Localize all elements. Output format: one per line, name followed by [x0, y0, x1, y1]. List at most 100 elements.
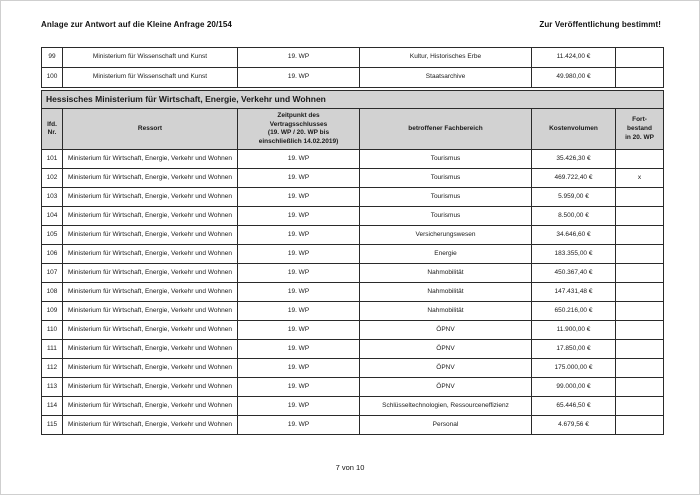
- col-header-fortbestand: Fort- bestand in 20. WP: [614, 108, 665, 151]
- cell-zeitpunkt: 19. WP: [237, 168, 360, 189]
- table-row: 112 Ministerium für Wirtschaft, Energie, …: [41, 358, 665, 379]
- cell-fachbereich: Energie: [359, 244, 532, 265]
- cell-nr: 106: [41, 244, 63, 265]
- col-header-kostenvolumen: Kostenvolumen: [531, 108, 616, 151]
- cell-ressort: Ministerium für Wirtschaft, Energie, Ver…: [62, 187, 238, 208]
- cell-nr: 112: [41, 358, 63, 379]
- cell-nr: 110: [41, 320, 63, 341]
- cell-zeitpunkt: 19. WP: [237, 320, 360, 341]
- cell-fortbestand: [614, 206, 665, 227]
- cell-zeitpunkt: 19. WP: [237, 415, 360, 436]
- page-header-right: Zur Veröffentlichung bestimmt!: [539, 20, 661, 29]
- cell-zeitpunkt: 19. WP: [237, 396, 360, 417]
- cell-kosten: 175.000,00 €: [531, 358, 616, 379]
- cell-fortbestand: [614, 415, 665, 436]
- table-row: 113 Ministerium für Wirtschaft, Energie, …: [41, 377, 665, 398]
- cell-fortbestand: [614, 225, 665, 246]
- table-row: 100 Ministerium für Wissenschaft und Kuns…: [41, 67, 664, 88]
- cell-zeitpunkt: 19. WP: [237, 187, 360, 208]
- table-row: 115 Ministerium für Wirtschaft, Energie, …: [41, 415, 665, 436]
- cell-fortbestand: [614, 187, 665, 208]
- column-header-row: lfd. Nr. Ressort Zeitpunkt des Vertragss…: [41, 108, 665, 151]
- cell-fachbereich: Tourismus: [359, 168, 532, 189]
- cell-nr: 111: [41, 339, 63, 360]
- table-row: 104 Ministerium für Wirtschaft, Energie, …: [41, 206, 665, 227]
- cell-nr: 100: [41, 67, 63, 88]
- cell-nr: 102: [41, 168, 63, 189]
- contracts-table-top: 99 Ministerium für Wissenschaft und Kunst…: [41, 47, 664, 88]
- table-row: 109 Ministerium für Wirtschaft, Energie, …: [41, 301, 665, 322]
- cell-ressort: Ministerium für Wirtschaft, Energie, Ver…: [62, 244, 238, 265]
- cell-zeitpunkt: 19. WP: [237, 206, 360, 227]
- cell-nr: 107: [41, 263, 63, 284]
- cell-ressort: Ministerium für Wirtschaft, Energie, Ver…: [62, 206, 238, 227]
- cell-fortbestand: [614, 377, 665, 398]
- cell-ressort: Ministerium für Wirtschaft, Energie, Ver…: [62, 168, 238, 189]
- table-row: 108 Ministerium für Wirtschaft, Energie, …: [41, 282, 665, 303]
- cell-nr: 114: [41, 396, 63, 417]
- cell-ressort: Ministerium für Wirtschaft, Energie, Ver…: [62, 263, 238, 284]
- cell-fachbereich: Personal: [359, 415, 532, 436]
- table-row: 110 Ministerium für Wirtschaft, Energie, …: [41, 320, 665, 341]
- cell-kosten: 8.500,00 €: [531, 206, 616, 227]
- cell-kosten: 65.446,50 €: [531, 396, 616, 417]
- cell-ressort: Ministerium für Wirtschaft, Energie, Ver…: [62, 225, 238, 246]
- cell-kosten: 183.355,00 €: [531, 244, 616, 265]
- cell-ressort: Ministerium für Wirtschaft, Energie, Ver…: [62, 415, 238, 436]
- cell-nr: 109: [41, 301, 63, 322]
- cell-fortbestand: [614, 358, 665, 379]
- contracts-table-main: Hessisches Ministerium für Wirtschaft, E…: [40, 89, 665, 436]
- cell-zeitpunkt: 19. WP: [237, 149, 360, 170]
- cell-nr: 103: [41, 187, 63, 208]
- cell-nr: 99: [41, 47, 63, 68]
- col-header-ressort: Ressort: [62, 108, 238, 151]
- cell-fachbereich: Tourismus: [359, 187, 532, 208]
- cell-fachbereich: Versicherungswesen: [359, 225, 532, 246]
- cell-fortbestand: [615, 67, 664, 88]
- cell-fortbestand: [614, 263, 665, 284]
- table-body-top: 99 Ministerium für Wissenschaft und Kunst…: [41, 47, 664, 88]
- cell-zeitpunkt: 19. WP: [237, 377, 360, 398]
- cell-fachbereich: ÖPNV: [359, 320, 532, 341]
- col-header-nr: lfd. Nr.: [41, 108, 63, 151]
- cell-ressort: Ministerium für Wirtschaft, Energie, Ver…: [62, 396, 238, 417]
- table-row: 114 Ministerium für Wirtschaft, Energie, …: [41, 396, 665, 417]
- cell-zeitpunkt: 19. WP: [237, 358, 360, 379]
- cell-zeitpunkt: 19. WP: [237, 225, 360, 246]
- cell-kosten: 450.367,40 €: [531, 263, 616, 284]
- cell-kosten: 49.980,00 €: [531, 67, 616, 88]
- cell-fortbestand: [615, 47, 664, 68]
- cell-zeitpunkt: 19. WP: [237, 301, 360, 322]
- cell-kosten: 5.959,00 €: [531, 187, 616, 208]
- cell-fachbereich: Nahmobilität: [359, 301, 532, 322]
- cell-fachbereich: Nahmobilität: [359, 282, 532, 303]
- cell-zeitpunkt: 19. WP: [237, 47, 360, 68]
- cell-nr: 105: [41, 225, 63, 246]
- cell-ressort: Ministerium für Wirtschaft, Energie, Ver…: [62, 377, 238, 398]
- table-row: 106 Ministerium für Wirtschaft, Energie, …: [41, 244, 665, 265]
- page-header: Anlage zur Antwort auf die Kleine Anfrag…: [1, 1, 699, 29]
- cell-fachbereich: Tourismus: [359, 206, 532, 227]
- cell-ressort: Ministerium für Wirtschaft, Energie, Ver…: [62, 339, 238, 360]
- cell-zeitpunkt: 19. WP: [237, 282, 360, 303]
- cell-zeitpunkt: 19. WP: [237, 244, 360, 265]
- table-row: 102 Ministerium für Wirtschaft, Energie, …: [41, 168, 665, 189]
- cell-fachbereich: ÖPNV: [359, 377, 532, 398]
- section-header: Hessisches Ministerium für Wirtschaft, E…: [40, 89, 665, 110]
- cell-fachbereich: Kultur, Historisches Erbe: [359, 47, 532, 68]
- cell-kosten: 34.646,60 €: [531, 225, 616, 246]
- cell-ressort: Ministerium für Wissenschaft und Kunst: [62, 47, 238, 68]
- cell-fortbestand: [614, 301, 665, 322]
- table-body-main: 101 Ministerium für Wirtschaft, Energie, …: [41, 149, 665, 436]
- cell-fachbereich: ÖPNV: [359, 339, 532, 360]
- cell-ressort: Ministerium für Wirtschaft, Energie, Ver…: [62, 301, 238, 322]
- cell-ressort: Ministerium für Wirtschaft, Energie, Ver…: [62, 282, 238, 303]
- section-header-row: Hessisches Ministerium für Wirtschaft, E…: [40, 89, 665, 110]
- cell-kosten: 650.216,00 €: [531, 301, 616, 322]
- cell-fortbestand: [614, 396, 665, 417]
- cell-kosten: 99.000,00 €: [531, 377, 616, 398]
- cell-nr: 108: [41, 282, 63, 303]
- cell-zeitpunkt: 19. WP: [237, 67, 360, 88]
- cell-fortbestand: x: [614, 168, 665, 189]
